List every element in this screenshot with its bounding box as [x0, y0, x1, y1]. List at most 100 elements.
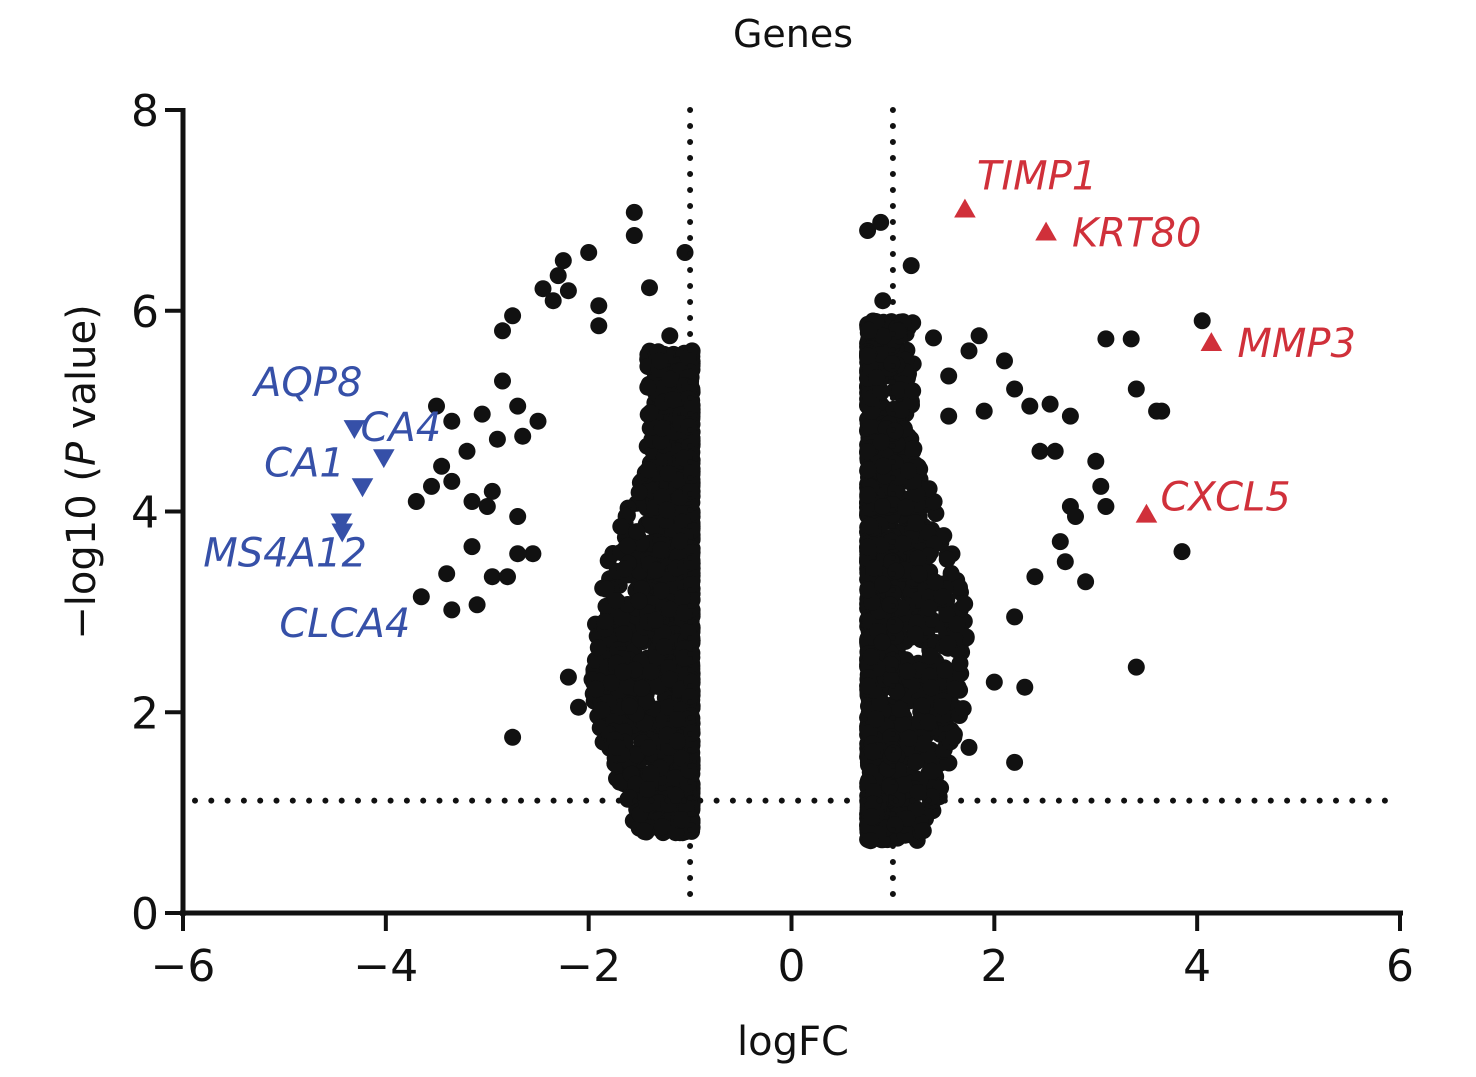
y-tick-label: 4	[131, 488, 159, 539]
gene-label-down: CLCA4	[279, 601, 410, 647]
data-point	[478, 498, 496, 515]
data-point	[1046, 442, 1064, 460]
data-point	[859, 677, 877, 695]
data-point	[1127, 380, 1145, 398]
data-point	[593, 701, 611, 719]
data-point	[667, 786, 685, 804]
data-point	[914, 735, 932, 753]
data-point	[865, 783, 882, 800]
x-tick-label: 4	[1183, 941, 1211, 992]
data-point	[882, 670, 900, 688]
data-point	[664, 391, 682, 409]
data-point	[598, 580, 615, 598]
data-point	[509, 545, 527, 563]
data-point	[661, 327, 679, 345]
data-point	[910, 565, 928, 583]
data-point	[907, 514, 925, 532]
data-point	[996, 352, 1013, 370]
gene-label-up: MMP3	[1237, 321, 1356, 367]
data-point	[554, 252, 572, 270]
chart-title: Genes	[733, 12, 853, 56]
data-point	[872, 346, 889, 363]
data-point	[1193, 312, 1211, 330]
data-point	[638, 693, 656, 711]
y-tick-label: 6	[131, 287, 159, 338]
data-point	[633, 679, 651, 697]
data-point	[925, 493, 943, 511]
data-point	[1031, 442, 1049, 460]
data-point	[1021, 397, 1039, 415]
data-point	[954, 700, 972, 718]
x-tick-label: −4	[353, 941, 418, 992]
data-point	[674, 513, 692, 531]
x-tick-label: 2	[980, 941, 1008, 992]
down-regulated-marker	[351, 478, 374, 498]
data-point	[671, 532, 689, 550]
data-point	[669, 711, 686, 728]
data-point	[628, 523, 646, 541]
gene-label-up: TIMP1	[977, 153, 1097, 199]
data-point	[458, 442, 476, 460]
data-point	[673, 749, 690, 767]
data-point	[407, 493, 425, 510]
data-point	[428, 397, 445, 415]
data-point	[534, 280, 552, 298]
threshold-lines	[192, 107, 1393, 908]
data-point	[549, 267, 567, 285]
data-point	[925, 329, 942, 347]
data-point	[473, 405, 491, 423]
y-axis-title-prefix: −log10 (	[59, 466, 105, 640]
data-point	[616, 560, 633, 578]
data-point	[652, 432, 670, 450]
data-point	[443, 601, 461, 619]
up-regulated-marker	[1200, 332, 1223, 351]
data-point	[956, 595, 974, 613]
data-point	[674, 589, 691, 607]
data-point	[899, 662, 917, 680]
data-point	[881, 596, 899, 614]
data-point	[1087, 452, 1105, 470]
data-point	[874, 457, 892, 475]
data-point	[559, 282, 577, 300]
data-point	[872, 382, 890, 400]
data-point	[863, 743, 881, 761]
data-point	[868, 369, 886, 386]
data-point	[625, 203, 643, 221]
data-point	[463, 538, 481, 556]
data-point	[589, 639, 607, 657]
data-point	[1122, 330, 1140, 348]
data-point	[669, 732, 686, 750]
data-point	[900, 729, 918, 747]
data-point	[438, 565, 456, 583]
data-point	[872, 433, 890, 451]
data-point	[970, 327, 988, 345]
data-point	[640, 739, 657, 757]
data-point	[602, 674, 620, 692]
data-point	[483, 568, 501, 586]
data-point	[1173, 543, 1191, 561]
data-point	[936, 662, 954, 679]
data-point	[1006, 608, 1024, 626]
data-point	[621, 697, 639, 715]
gene-label-down: CA4	[360, 405, 441, 451]
data-point	[642, 517, 660, 535]
data-point	[884, 744, 902, 762]
data-point	[660, 670, 678, 688]
data-point	[660, 600, 678, 618]
data-point	[590, 297, 608, 315]
y-tick-label: 2	[131, 688, 159, 739]
data-point	[658, 501, 676, 519]
data-point	[504, 728, 522, 746]
data-point	[1041, 395, 1059, 413]
data-point	[683, 673, 701, 691]
data-point	[1097, 330, 1115, 348]
data-point	[960, 342, 978, 360]
data-point	[635, 822, 653, 840]
data-point	[859, 347, 877, 365]
data-point	[580, 244, 598, 261]
data-point	[951, 578, 968, 596]
data-point	[570, 698, 587, 716]
data-point	[872, 536, 890, 554]
data-point	[619, 537, 637, 555]
data-point	[881, 777, 899, 795]
